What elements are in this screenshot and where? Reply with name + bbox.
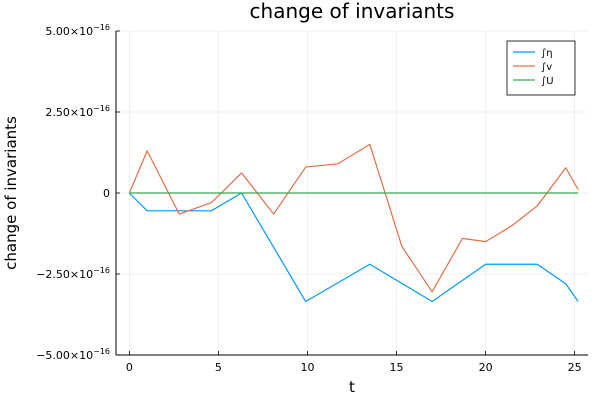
legend: ∫η ∫v ∫U — [506, 40, 576, 96]
x-tick-label: 5 — [215, 361, 222, 374]
x-tick-label: 15 — [390, 361, 404, 374]
legend-label: ∫v — [541, 62, 552, 73]
x-tick-label: 20 — [479, 361, 493, 374]
y-axis-label: change of invariants — [2, 116, 20, 270]
x-tick-label: 10 — [300, 361, 314, 374]
y-tick-label: −2.50×10−16 — [36, 266, 110, 281]
y-tick-exponent: −16 — [93, 104, 110, 113]
y-tick-exponent: −16 — [93, 266, 110, 275]
series-lines — [128, 143, 579, 303]
x-tick-label: 25 — [568, 361, 582, 374]
y-tick-label: 0 — [103, 187, 110, 200]
legend-label: ∫U — [541, 76, 554, 87]
y-tick-exponent: −16 — [93, 347, 110, 356]
legend-label: ∫η — [541, 48, 553, 59]
ticks: 0 5 10 15 20 255.00×10−162.50×10−160−2.50×10−… — [36, 23, 581, 374]
x-axis-label: t — [349, 378, 355, 396]
x-tick-label: 0 — [126, 361, 133, 374]
chart-title: change of invariants — [250, 0, 455, 23]
y-tick-label: −5.00×10−16 — [36, 347, 110, 362]
series-line-1 — [128, 143, 579, 293]
y-tick-exponent: −16 — [93, 23, 110, 32]
legend-box — [506, 40, 576, 96]
